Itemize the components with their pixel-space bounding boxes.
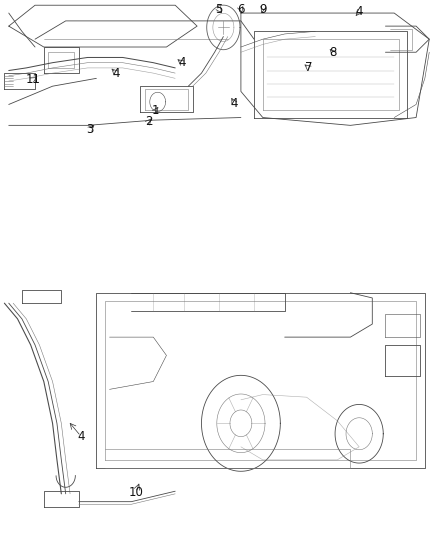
Text: 2: 2	[145, 115, 153, 128]
Text: 4: 4	[230, 96, 238, 110]
Text: 5: 5	[215, 3, 223, 15]
Text: 3: 3	[86, 123, 93, 136]
Text: 4: 4	[178, 56, 186, 69]
Text: 10: 10	[128, 486, 143, 499]
Text: 9: 9	[259, 3, 267, 15]
Text: 4: 4	[77, 430, 85, 443]
Text: 6: 6	[237, 3, 245, 15]
Text: 1: 1	[152, 104, 159, 117]
Text: 4: 4	[355, 5, 363, 18]
Text: 8: 8	[329, 46, 336, 59]
Text: 11: 11	[25, 73, 40, 86]
Text: 7: 7	[305, 61, 313, 75]
Text: 4: 4	[112, 67, 120, 79]
